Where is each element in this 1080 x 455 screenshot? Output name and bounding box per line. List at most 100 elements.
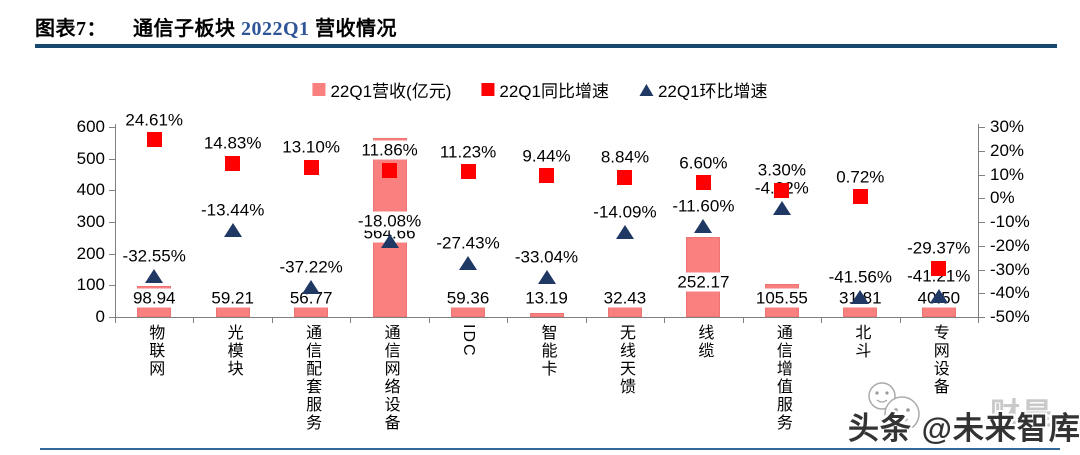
x-axis-tick xyxy=(899,318,901,323)
qoq-marker xyxy=(459,256,478,271)
x-axis-tick xyxy=(978,318,979,323)
qoq-marker xyxy=(302,279,321,294)
x-axis-tick xyxy=(585,318,587,323)
right-axis-tick-label: 0% xyxy=(990,188,1015,208)
qoq-marker xyxy=(380,234,399,249)
right-axis-tick xyxy=(979,198,985,200)
qoq-marker xyxy=(537,269,556,284)
yoy-marker xyxy=(931,260,947,276)
right-axis-tick-label: 10% xyxy=(990,164,1025,184)
left-axis-tick-label: 600 xyxy=(76,117,105,136)
x-axis-tick xyxy=(193,318,195,323)
qoq-marker xyxy=(851,289,870,304)
left-axis-line xyxy=(115,124,116,318)
left-axis-tick-label: 500 xyxy=(76,148,105,168)
x-axis-tick xyxy=(271,318,273,323)
bar-value-label: 252.17 xyxy=(676,272,731,292)
qoq-marker xyxy=(145,268,164,283)
right-axis-tick xyxy=(979,293,985,295)
category-label: 通信增值服务 xyxy=(773,324,791,432)
footer-rule xyxy=(40,448,1060,450)
left-axis-tick-label: 300 xyxy=(76,212,105,231)
header-rule xyxy=(35,44,1057,48)
bar xyxy=(843,306,878,317)
qoq-value-label: -37.22% xyxy=(278,257,344,277)
left-axis-tick xyxy=(109,127,115,128)
right-axis-tick-label: -10% xyxy=(990,212,1030,231)
yoy-value-label: 6.60% xyxy=(678,153,729,173)
left-axis-tick xyxy=(109,158,115,160)
watermark-ghost-text: 财是 xyxy=(990,398,1054,431)
category-label: 光模块 xyxy=(224,324,242,378)
category-label: 专网设备 xyxy=(930,324,948,396)
right-axis-tick-label: -40% xyxy=(990,283,1030,303)
right-axis-tick-label: -50% xyxy=(990,307,1030,326)
category-label: 线缆 xyxy=(695,324,713,360)
legend-label: 22Q1同比增速 xyxy=(499,82,609,101)
bar-value-label: 105.55 xyxy=(754,288,809,308)
right-axis-tick-label: 30% xyxy=(990,117,1025,136)
right-axis-tick xyxy=(979,150,985,152)
left-axis-tick xyxy=(109,317,115,318)
yoy-value-label: 9.44% xyxy=(521,146,572,166)
qoq-marker xyxy=(929,289,948,304)
yoy-marker xyxy=(695,175,711,191)
yoy-marker xyxy=(303,159,319,175)
yoy-marker xyxy=(225,155,241,171)
qoq-value-label: -18.08% xyxy=(356,211,423,231)
figure-header: 图表7： 通信子板块 2022Q1 营收情况 xyxy=(35,12,397,41)
yoy-marker xyxy=(460,164,476,180)
chart-legend: 22Q1营收(亿元) 22Q1同比增速 22Q1环比增速 xyxy=(312,77,768,102)
yoy-value-label: -29.37% xyxy=(906,238,972,258)
bar-value-label: 13.19 xyxy=(524,288,569,308)
yoy-value-label: 8.84% xyxy=(599,147,651,167)
yoy-legend-swatch-icon xyxy=(481,83,495,96)
yoy-marker xyxy=(539,168,554,184)
left-axis-tick xyxy=(109,190,115,192)
qoq-marker xyxy=(615,224,634,239)
right-axis-tick xyxy=(979,174,985,176)
yoy-value-label: 11.86% xyxy=(360,140,419,160)
right-axis-tick-label: -20% xyxy=(990,235,1030,255)
yoy-marker xyxy=(382,162,398,178)
smiley-faces-icon xyxy=(868,382,920,432)
x-axis-tick xyxy=(115,318,116,323)
yoy-value-label: 11.23% xyxy=(438,142,498,162)
right-axis-tick-label: 20% xyxy=(990,140,1025,160)
legend-item-qoq: 22Q1环比增速 xyxy=(638,77,768,102)
yoy-value-label: 3.30% xyxy=(756,160,807,180)
figure-label: 图表7： xyxy=(35,18,107,40)
left-axis-tick xyxy=(109,285,115,287)
bar-value-label: 98.94 xyxy=(131,288,177,308)
left-axis-tick-label: 200 xyxy=(76,243,105,263)
right-axis-line xyxy=(978,124,979,318)
qoq-legend-triangle-icon xyxy=(638,83,653,96)
category-label: IDC xyxy=(460,324,478,358)
legend-item-revenue: 22Q1营收(亿元) xyxy=(312,77,451,102)
bar-value-label: 56.77 xyxy=(288,288,334,308)
x-axis-tick xyxy=(742,318,744,323)
left-axis-tick-label: 0 xyxy=(95,307,105,326)
right-axis-tick xyxy=(979,222,985,223)
bar-value-label: 59.36 xyxy=(445,288,491,308)
x-axis-line xyxy=(115,317,979,318)
figure-title: 通信子板块 2022Q1 营收情况 xyxy=(133,18,398,40)
qoq-value-label: -32.55% xyxy=(121,246,187,266)
x-axis-tick xyxy=(821,318,823,323)
yoy-value-label: 24.61% xyxy=(124,110,185,130)
right-axis-tick xyxy=(979,245,985,247)
qoq-value-label: -41.21% xyxy=(906,266,972,286)
revenue-legend-swatch-icon xyxy=(312,83,326,96)
yoy-marker xyxy=(852,189,868,205)
qoq-marker xyxy=(772,201,791,216)
x-axis-tick xyxy=(507,318,509,323)
left-axis-tick-label: 400 xyxy=(76,180,105,200)
watermark-text: 头条 @未来智库 xyxy=(848,411,1080,446)
x-axis-tick xyxy=(428,318,430,323)
qoq-value-label: -11.60% xyxy=(671,196,736,216)
bar xyxy=(529,312,564,317)
category-label: 北斗 xyxy=(852,324,870,360)
yoy-value-label: 14.83% xyxy=(202,133,263,153)
bar-value-label: 32.43 xyxy=(602,288,648,308)
